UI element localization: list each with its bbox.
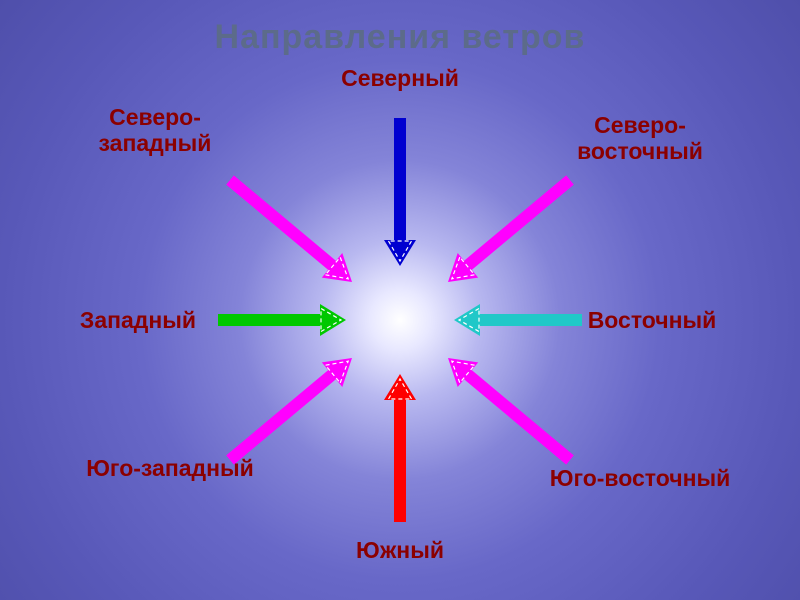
label-north: Северный [341, 65, 459, 91]
arrow-southeast [448, 358, 574, 465]
arrow-southwest [226, 358, 352, 465]
label-west: Западный [80, 307, 196, 333]
arrow-northeast [448, 175, 574, 282]
label-southwest: Юго-западный [86, 455, 254, 481]
label-northwest: Северо- западный [99, 104, 212, 157]
label-south: Южный [356, 537, 444, 563]
arrow-north [384, 118, 416, 266]
arrow-west [218, 304, 346, 336]
label-east: Восточный [588, 307, 717, 333]
label-northeast: Северо- восточный [577, 112, 703, 165]
arrow-south [384, 374, 416, 522]
label-southeast: Юго-восточный [550, 465, 731, 491]
arrow-northwest [226, 175, 352, 282]
arrow-east [454, 304, 582, 336]
